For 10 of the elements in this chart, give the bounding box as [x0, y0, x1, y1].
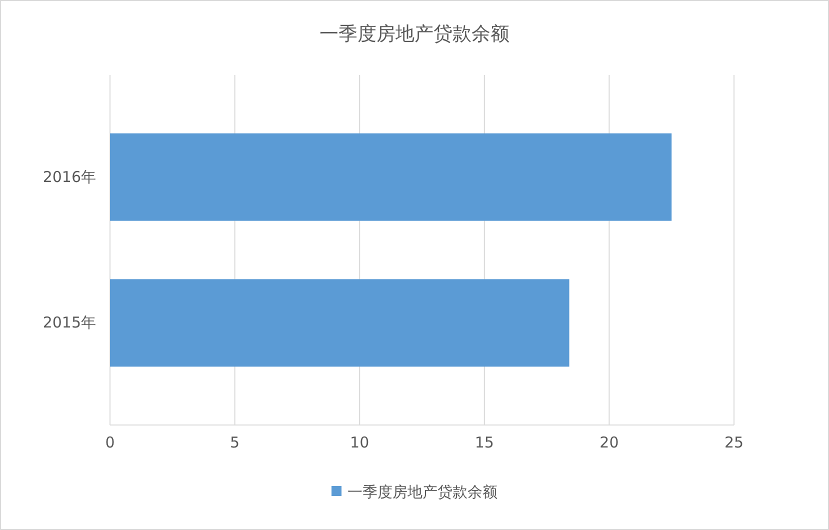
y-tick-label: 2016年	[42, 168, 96, 186]
x-tick-label: 5	[230, 434, 240, 452]
chart-title: 一季度房地产贷款余额	[320, 23, 510, 45]
y-tick-label: 2015年	[42, 314, 96, 332]
legend-label: 一季度房地产贷款余额	[348, 483, 498, 501]
x-tick-label: 10	[350, 434, 370, 452]
x-tick-label: 15	[474, 434, 494, 452]
x-tick-label: 25	[724, 434, 744, 452]
x-tick-label: 0	[105, 434, 115, 452]
x-tick-label: 20	[600, 434, 619, 452]
